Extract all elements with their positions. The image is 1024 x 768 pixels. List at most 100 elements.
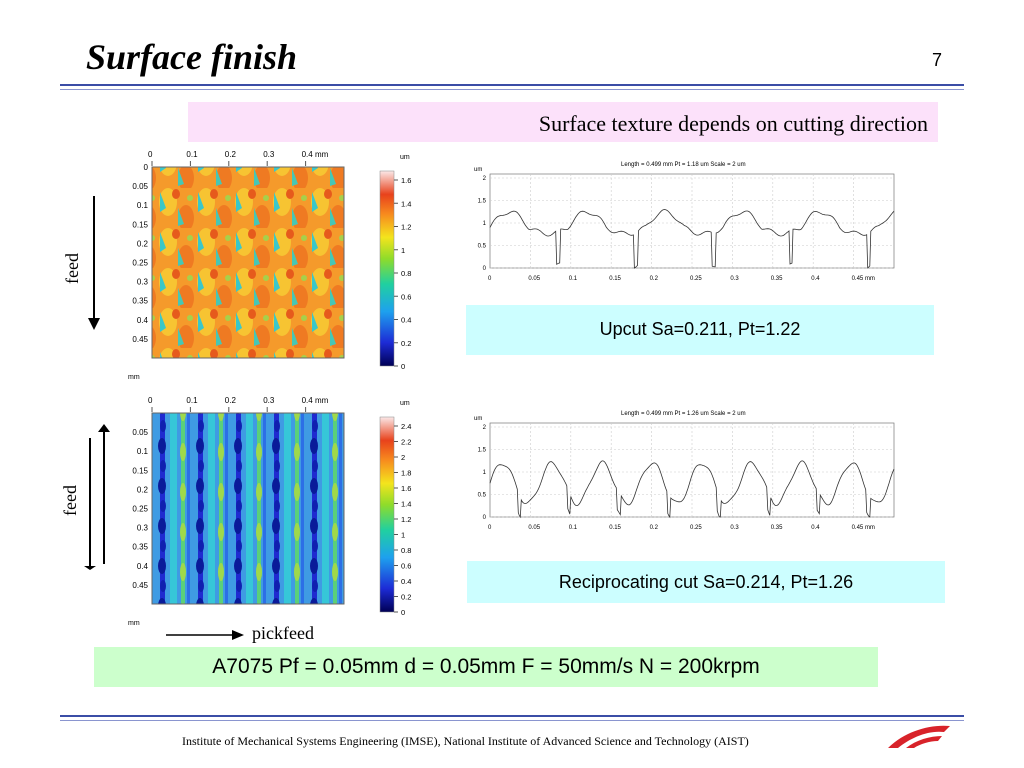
profile-x-tick-label: 0.25 <box>690 276 702 282</box>
profile-x-tick-label: 0.15 <box>609 525 621 531</box>
profile-x-tick-label: 0.05 <box>528 525 540 531</box>
map-x-tick-label: 0.4 mm <box>302 396 329 405</box>
map-x-tick-label: 0.3 <box>263 150 275 159</box>
profile-x-tick-label: 0.4 <box>811 525 820 531</box>
reciprocating-result-text: Reciprocating cut Sa=0.214, Pt=1.26 <box>558 572 854 592</box>
map-y-unit: mm <box>128 620 140 626</box>
map-x-tick-label: 0.3 <box>263 396 275 405</box>
reciprocating-result-box: Reciprocating cut Sa=0.214, Pt=1.26 <box>467 561 945 603</box>
profile-x-tick-label: 0.45 mm <box>852 276 875 282</box>
scale-tick-label: 1.4 <box>401 199 411 208</box>
feed-label-1: feed <box>62 253 82 284</box>
profile-x-tick-label: 0.1 <box>569 525 578 531</box>
scale-unit: um <box>400 400 410 407</box>
feed-arrow-reciprocating <box>84 424 110 570</box>
profile-upcut: Length = 0.499 mm Pt = 1.18 um Scale = 2… <box>474 162 895 282</box>
profile-y-tick-label: 1.5 <box>478 199 487 205</box>
profile-x-tick-label: 0.25 <box>690 525 702 531</box>
profile-y-tick-label: 2 <box>483 176 487 182</box>
profile-y-tick-label: 0 <box>483 515 487 521</box>
map-y-tick-label: 0.35 <box>132 297 148 306</box>
parameters-text: A7075 Pf = 0.05mm d = 0.05mm F = 50mm/s … <box>212 655 760 678</box>
caption-text: Surface texture depends on cutting direc… <box>538 111 928 136</box>
footer-rule <box>60 715 964 717</box>
scale-tick-label: 1.2 <box>401 515 411 524</box>
map-y-tick-label: 0.2 <box>137 485 149 494</box>
map-y-tick-label: 0.15 <box>132 466 148 475</box>
height-map-reciprocating: 0 0.1 0.2 0.3 0.4 mm 0.05 0.1 0.15 0.2 0.25 0.3 0.3… <box>128 396 411 626</box>
scale-tick-label: 0.4 <box>401 316 411 325</box>
map-y-tick-label: 0.3 <box>137 524 149 533</box>
caption-box: Surface texture depends on cutting direc… <box>188 102 938 142</box>
profile-x-tick-label: 0.1 <box>569 276 578 282</box>
header-rule-thin <box>60 89 964 90</box>
map-y-tick-label: 0.25 <box>132 505 148 514</box>
profile-reciprocating: Length = 0.499 mm Pt = 1.26 um Scale = 2… <box>474 411 895 531</box>
map-x-tick-label: 0 <box>148 396 153 405</box>
profile-x-tick-label: 0.35 <box>771 276 783 282</box>
header-rule <box>60 84 964 86</box>
scale-unit: um <box>400 154 410 161</box>
map-y-tick-label: 0.25 <box>132 259 148 268</box>
profile-x-tick-label: 0 <box>488 276 492 282</box>
scale-tick-label: 1.2 <box>401 223 411 232</box>
map-x-tick-label: 0.1 <box>186 150 198 159</box>
profile-y-tick-label: 1 <box>483 221 487 227</box>
profile-frame <box>489 422 895 518</box>
profile-y-tick-label: 2 <box>483 425 487 431</box>
upcut-result-box: Upcut Sa=0.211, Pt=1.22 <box>466 305 934 355</box>
map-x-tick-label: 0.2 <box>225 150 237 159</box>
footer-text: Institute of Mechanical Systems Engineer… <box>182 734 749 748</box>
map-y-tick-label: 0.1 <box>137 447 149 456</box>
pickfeed-arrow <box>166 630 244 640</box>
scale-tick-label: 2.2 <box>401 438 411 447</box>
scale-tick-label: 1.4 <box>401 500 411 509</box>
map-y-tick-label: 0 <box>144 163 149 172</box>
slide-title: Surface finish <box>86 37 298 77</box>
profile-x-tick-label: 0.05 <box>528 276 540 282</box>
scale-tick-label: 0.6 <box>401 292 411 301</box>
scale-tick-label: 1.6 <box>401 176 411 185</box>
profile-x-tick-label: 0 <box>488 525 492 531</box>
scale-tick-label: 2 <box>401 453 405 462</box>
profile-x-tick-label: 0.3 <box>730 525 739 531</box>
scale-tick-label: 0.8 <box>401 546 411 555</box>
upcut-result-text: Upcut Sa=0.211, Pt=1.22 <box>599 319 801 339</box>
map-y-tick-label: 0.15 <box>132 220 148 229</box>
profile-y-tick-label: 1 <box>483 470 487 476</box>
profile-x-tick-label: 0.3 <box>730 276 739 282</box>
map-y-tick-label: 0.05 <box>132 182 148 191</box>
scale-tick-label: 0.8 <box>401 269 411 278</box>
map-y-tick-label: 0.1 <box>137 201 149 210</box>
profile-frame <box>489 173 895 269</box>
height-map-upcut: 0 0.1 0.2 0.3 0.4 mm 0 0.05 0.1 0.15 0.2 0.25 0.3 0.… <box>128 150 411 380</box>
map-x-tick-label: 0.2 <box>225 396 237 405</box>
profile-x-tick-label: 0.35 <box>771 525 783 531</box>
aist-logo <box>888 725 950 748</box>
profile-y-unit: um <box>474 167 482 173</box>
map-x-tick-label: 0 <box>148 150 153 159</box>
map-y-tick-label: 0.45 <box>132 581 148 590</box>
feed-label-2: feed <box>60 485 80 516</box>
footer-rule-thin <box>60 720 964 721</box>
pickfeed-label: pickfeed <box>252 623 314 643</box>
map-y-tick-label: 0.4 <box>137 316 149 325</box>
scale-tick-label: 0.4 <box>401 577 411 586</box>
map-y-tick-label: 0.2 <box>137 239 149 248</box>
scale-tick-label: 0.2 <box>401 593 411 602</box>
map-y-tick-label: 0.4 <box>137 562 149 571</box>
scale-tick-label: 1.6 <box>401 484 411 493</box>
profile-header: Length = 0.499 mm Pt = 1.26 um Scale = 2… <box>621 411 746 417</box>
map-y-tick-label: 0.35 <box>132 543 148 552</box>
profile-y-tick-label: 0.5 <box>478 493 487 499</box>
profile-y-tick-label: 0 <box>483 266 487 272</box>
scale-tick-label: 0 <box>401 608 405 617</box>
map-x-tick-label: 0.4 mm <box>302 150 329 159</box>
map-y-unit: mm <box>128 374 140 380</box>
map-y-tick-label: 0.45 <box>132 335 148 344</box>
profile-x-tick-label: 0.2 <box>650 525 659 531</box>
parameters-box: A7075 Pf = 0.05mm d = 0.05mm F = 50mm/s … <box>94 647 878 687</box>
scale-tick-label: 1 <box>401 246 405 255</box>
scale-tick-label: 1 <box>401 531 405 540</box>
profile-x-tick-label: 0.45 mm <box>852 525 875 531</box>
